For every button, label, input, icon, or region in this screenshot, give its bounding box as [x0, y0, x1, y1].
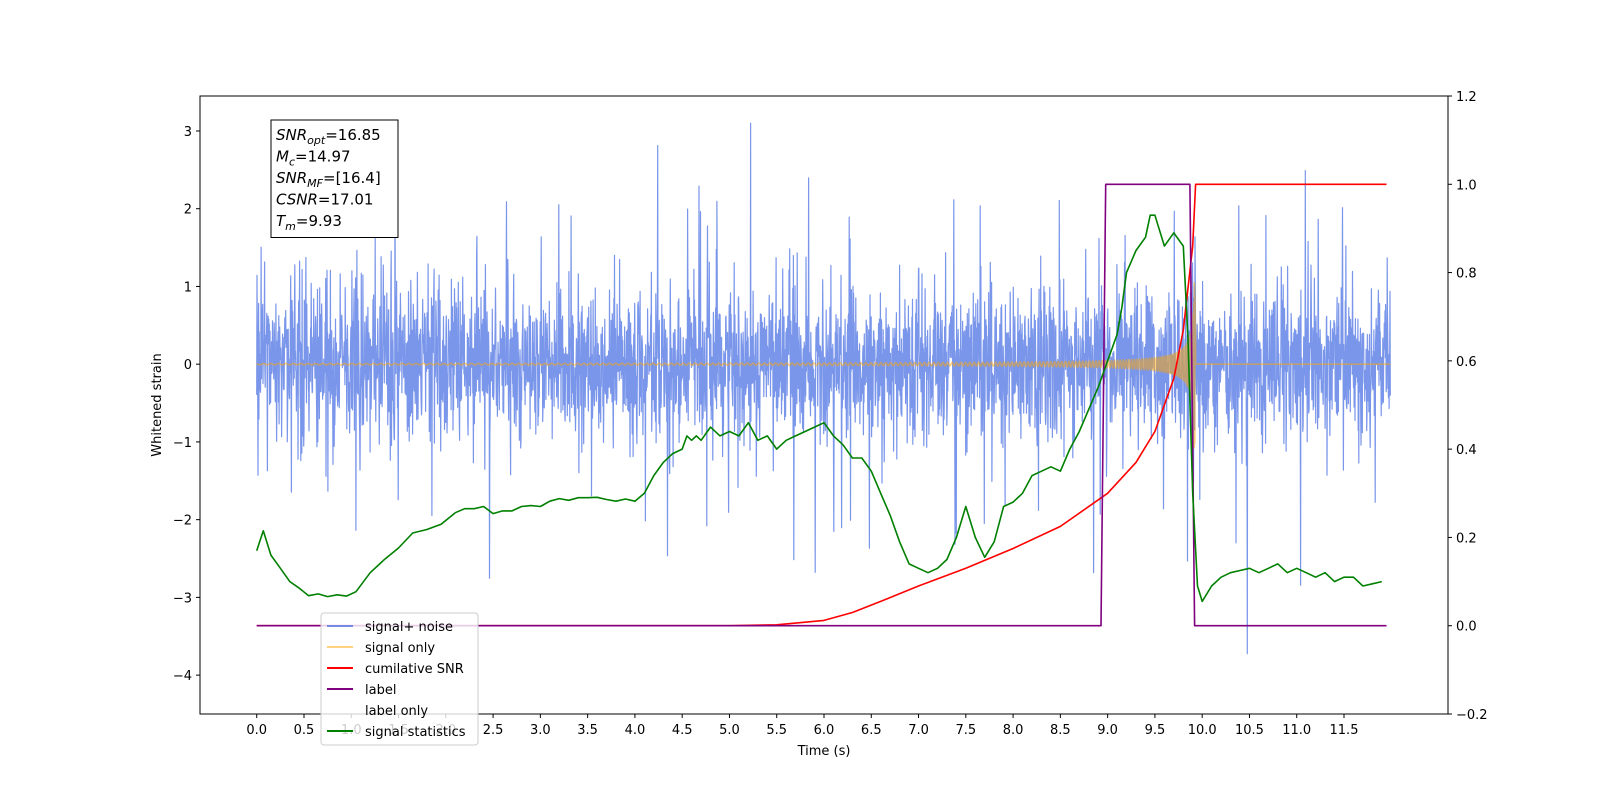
- y-tick-label: −4: [173, 669, 192, 684]
- y-right-tick-label: 0.6: [1456, 355, 1477, 370]
- x-tick-label: 0.5: [294, 723, 315, 738]
- x-tick-label: 7.5: [955, 723, 976, 738]
- x-axis-label: Time (s): [797, 744, 851, 759]
- y-tick-label: −3: [173, 591, 192, 606]
- y-tick-label: −2: [173, 514, 192, 529]
- x-axis: 0.00.51.01.52.02.53.03.54.04.55.05.56.06…: [246, 714, 1358, 738]
- annotation-line: CSNR=17.01: [276, 191, 373, 209]
- annotation-line: Tm=9.93: [276, 212, 342, 233]
- x-tick-label: 7.0: [908, 723, 929, 738]
- y-right-tick-label: 0.0: [1456, 620, 1477, 635]
- y-tick-label: 2: [184, 203, 192, 218]
- legend-label-cumilative-snr: cumilative SNR: [365, 662, 464, 677]
- y-tick-label: 1: [184, 280, 192, 295]
- series-line-label: [256, 183, 1387, 627]
- x-tick-label: 3.5: [577, 723, 598, 738]
- y-axis-left: −4 −3 −2 −1 0 1 2 3: [173, 125, 200, 684]
- x-tick-label: 5.5: [766, 723, 787, 738]
- legend-label-signal-noise: signal+ noise: [365, 620, 453, 635]
- x-tick-label: 3.0: [530, 723, 551, 738]
- x-tick-label: 11.0: [1282, 723, 1311, 738]
- series-layer: [255, 122, 1391, 655]
- legend-label-label: label: [365, 683, 396, 698]
- x-tick-label: 0.0: [246, 723, 267, 738]
- legend: signal+ noise signal only cumilative SNR la…: [320, 612, 479, 746]
- series-line-cumilative-snr: [256, 183, 1387, 627]
- series-line-signal-noise: [256, 122, 1391, 655]
- annotation-line: SNRMF=[16.4]: [276, 169, 381, 190]
- legend-label-label-only: label only: [365, 704, 428, 719]
- y-tick-label: 0: [184, 358, 192, 373]
- x-tick-label: 10.5: [1235, 723, 1264, 738]
- x-tick-label: 10.0: [1188, 723, 1217, 738]
- stats-annotation-box: SNRopt=16.85Mc=14.97SNRMF=[16.4]CSNR=17.…: [270, 119, 399, 238]
- y-axis-right: −0.2 0.0 0.2 0.4 0.6 0.8 1.0 1.2: [1448, 90, 1488, 723]
- x-tick-label: 2.5: [483, 723, 504, 738]
- y-right-tick-label: 0.8: [1456, 267, 1477, 282]
- series-line-signal-only: [256, 281, 1391, 449]
- x-tick-label: 11.5: [1330, 723, 1359, 738]
- legend-frame: [320, 612, 479, 746]
- x-tick-label: 4.0: [625, 723, 646, 738]
- annotation-frame: [270, 119, 399, 238]
- x-tick-label: 8.0: [1003, 723, 1024, 738]
- x-tick-label: 9.5: [1145, 723, 1166, 738]
- legend-label-signal-statistics: signal statistics: [365, 725, 466, 740]
- x-tick-label: 6.5: [861, 723, 882, 738]
- legend-label-signal-only: signal only: [365, 641, 435, 656]
- series-line-signal-statistics: [255, 214, 1382, 603]
- y-right-tick-label: −0.2: [1456, 708, 1488, 723]
- y-right-tick-label: 0.2: [1456, 531, 1477, 546]
- y-tick-label: 3: [184, 125, 192, 140]
- y-tick-label: −1: [173, 436, 192, 451]
- x-tick-label: 8.5: [1050, 723, 1071, 738]
- x-tick-label: 6.0: [814, 723, 835, 738]
- x-tick-label: 9.0: [1097, 723, 1118, 738]
- y-right-tick-label: 1.0: [1456, 178, 1477, 193]
- annotation-line: Mc=14.97: [276, 148, 351, 169]
- x-tick-label: 5.0: [719, 723, 740, 738]
- annotation-line: SNRopt=16.85: [276, 126, 381, 147]
- y-right-tick-label: 0.4: [1456, 443, 1477, 458]
- y-right-tick-label: 1.2: [1456, 90, 1477, 105]
- x-tick-label: 4.5: [672, 723, 693, 738]
- y-axis-label: Whitened strain: [150, 353, 165, 456]
